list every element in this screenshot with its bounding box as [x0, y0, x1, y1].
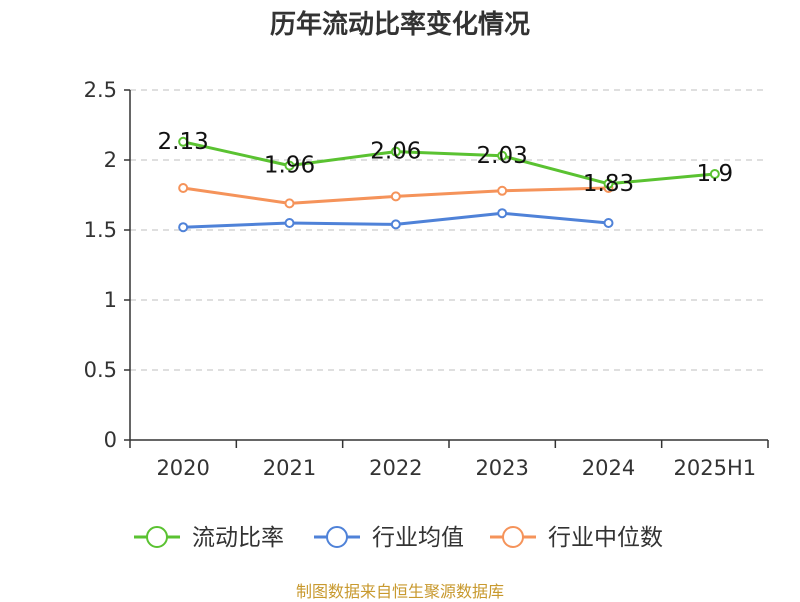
data-label: 1.96	[264, 153, 315, 179]
y-tick-label: 1.5	[84, 218, 117, 242]
data-point	[178, 222, 189, 233]
legend-label: 行业均值	[372, 525, 464, 551]
data-label: 2.06	[370, 139, 421, 165]
y-tick-label: 2	[104, 148, 117, 172]
data-point	[178, 136, 189, 147]
data-point	[284, 160, 295, 171]
x-tick-label: 2024	[582, 456, 635, 480]
data-point	[603, 218, 614, 228]
legend-marker	[502, 526, 524, 548]
data-point	[178, 183, 189, 193]
data-point	[284, 218, 295, 228]
data-label: 2.13	[158, 129, 209, 155]
data-point	[284, 198, 295, 209]
data-label: 2.03	[477, 143, 528, 169]
x-tick-label: 2023	[475, 456, 528, 480]
data-point	[497, 208, 508, 219]
data-point	[497, 185, 508, 196]
x-tick-label: 2021	[263, 456, 316, 480]
data-point	[390, 219, 401, 230]
y-tick-label: 0	[104, 428, 117, 452]
data-label: 1.9	[697, 161, 734, 187]
data-point	[497, 150, 508, 161]
series-line-0	[182, 140, 715, 186]
x-tick-label: 2025H1	[674, 456, 757, 480]
data-point	[709, 169, 720, 179]
data-point	[390, 146, 401, 157]
y-tick-label: 2.5	[84, 78, 117, 102]
legend-label: 行业中位数	[548, 525, 663, 551]
chart-title: 历年流动比率变化情况	[269, 10, 530, 40]
x-tick-label: 2022	[369, 456, 422, 480]
legend-marker	[326, 526, 348, 548]
data-label: 1.83	[583, 171, 634, 197]
legend-marker	[146, 526, 168, 548]
source-note: 制图数据来自恒生聚源数据库	[295, 582, 504, 601]
data-point	[603, 178, 614, 189]
legend-label: 流动比率	[192, 525, 284, 551]
y-tick-label: 1	[104, 288, 117, 312]
data-point	[390, 191, 401, 202]
x-tick-label: 2020	[156, 456, 209, 480]
y-tick-label: 0.5	[84, 358, 117, 382]
